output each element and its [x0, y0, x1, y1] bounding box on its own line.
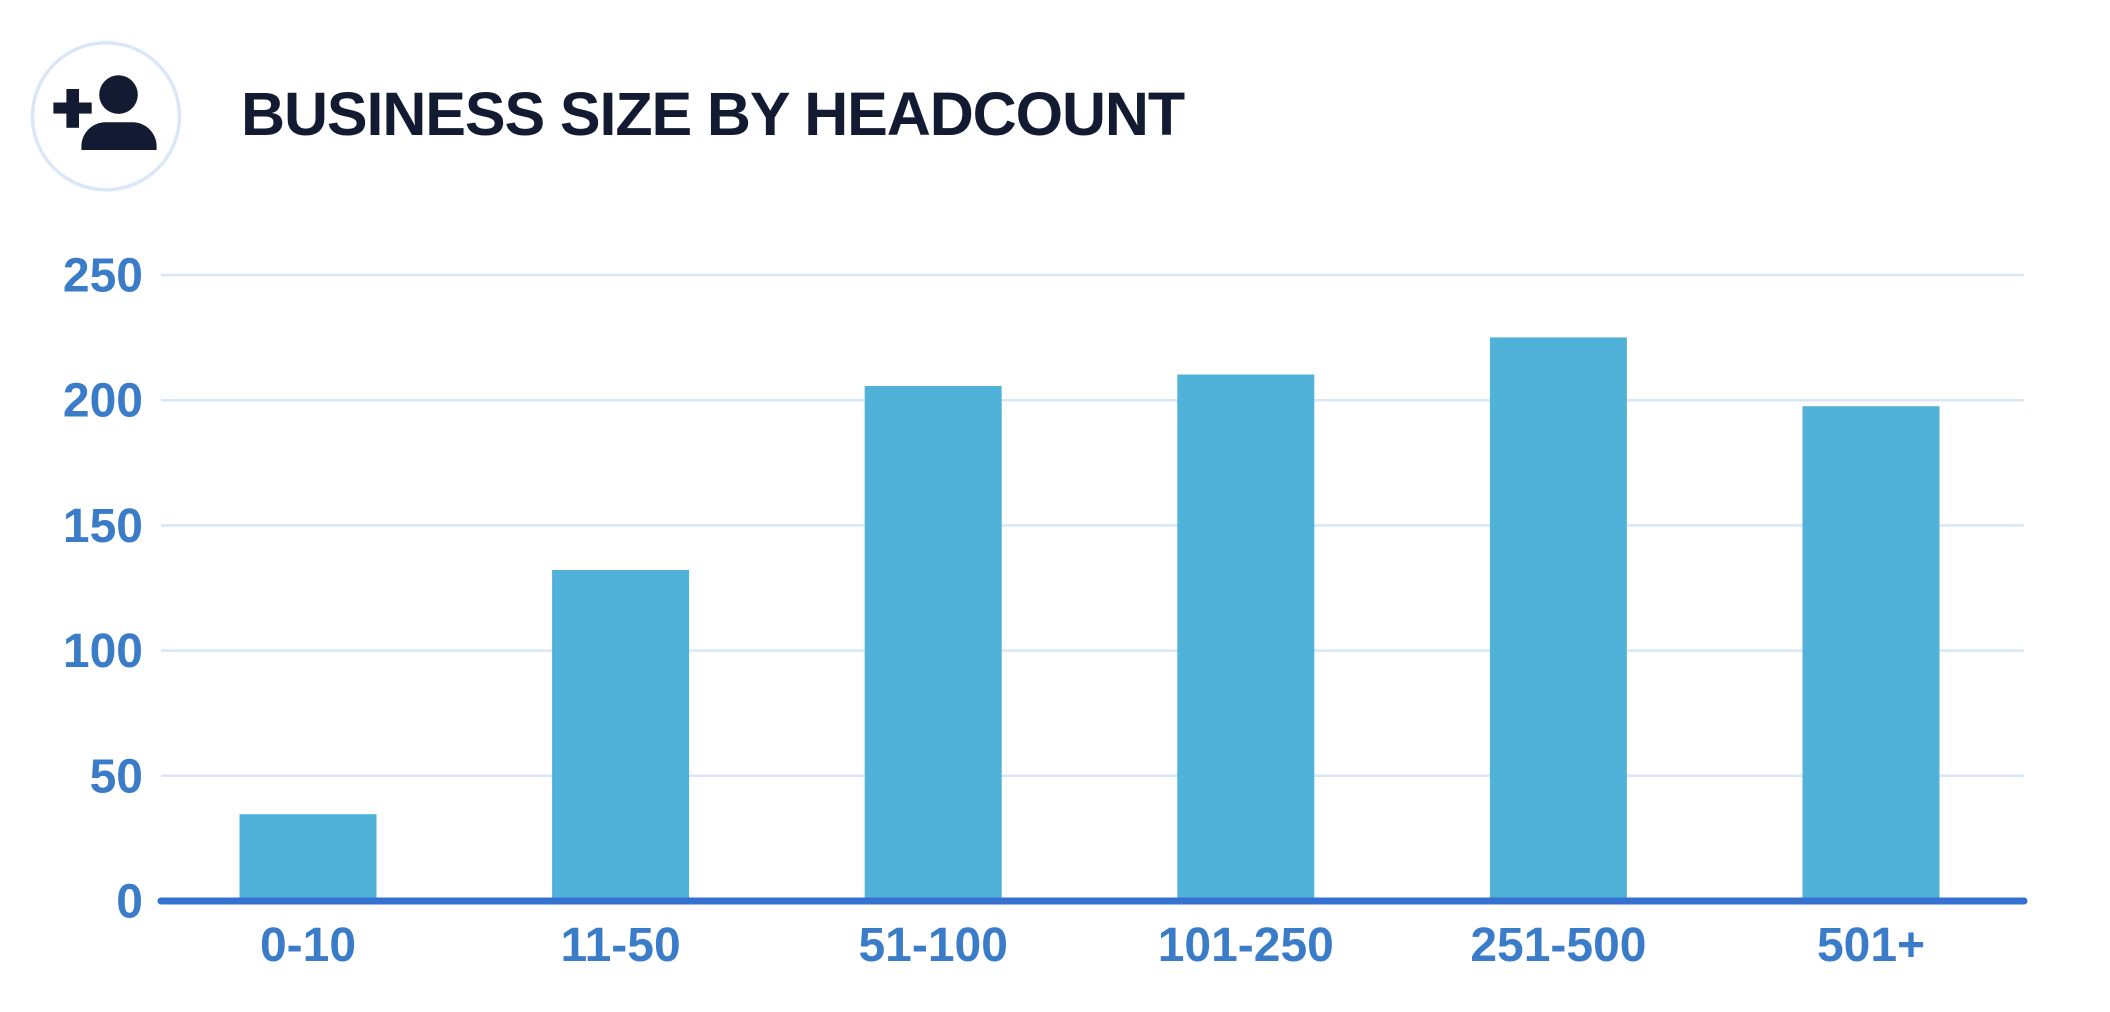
svg-text:251-500: 251-500: [1470, 919, 1646, 972]
svg-text:100: 100: [63, 625, 143, 678]
svg-text:101-250: 101-250: [1158, 919, 1334, 972]
svg-text:BUSINESS SIZE BY HEADCOUNT: BUSINESS SIZE BY HEADCOUNT: [241, 80, 1185, 148]
svg-text:50: 50: [90, 750, 143, 803]
svg-text:0-10: 0-10: [260, 919, 356, 972]
svg-text:150: 150: [63, 500, 143, 553]
svg-text:0: 0: [116, 876, 143, 929]
svg-text:51-100: 51-100: [858, 919, 1007, 972]
svg-text:250: 250: [63, 250, 143, 303]
svg-text:501+: 501+: [1817, 919, 1925, 972]
svg-text:200: 200: [63, 375, 143, 428]
svg-text:11-50: 11-50: [561, 919, 681, 972]
